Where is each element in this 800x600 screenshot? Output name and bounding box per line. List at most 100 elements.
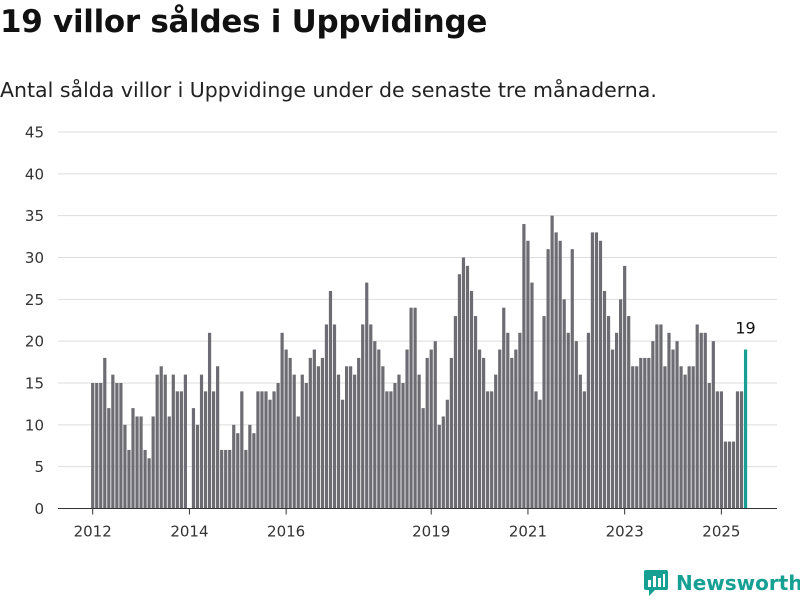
bar bbox=[385, 391, 389, 509]
bar bbox=[119, 383, 123, 509]
bar bbox=[280, 332, 284, 509]
bar bbox=[332, 324, 337, 509]
bar bbox=[703, 332, 707, 509]
bar bbox=[236, 433, 240, 509]
bar bbox=[284, 349, 288, 509]
bar bbox=[671, 349, 675, 509]
bar bbox=[695, 324, 699, 509]
chart-subtitle: Antal sålda villor i Uppvidinge under de… bbox=[0, 78, 657, 102]
bar bbox=[244, 449, 248, 509]
bar bbox=[699, 332, 703, 509]
bar-latest bbox=[743, 349, 748, 509]
bar bbox=[433, 341, 437, 509]
bar bbox=[139, 416, 143, 509]
bar bbox=[647, 357, 651, 509]
bar bbox=[437, 424, 441, 509]
bar bbox=[558, 240, 562, 509]
bar bbox=[324, 324, 329, 509]
bar bbox=[232, 424, 236, 509]
y-tick-label: 0 bbox=[34, 500, 44, 518]
bar bbox=[336, 374, 341, 509]
bar bbox=[95, 383, 99, 509]
bar bbox=[397, 374, 401, 509]
bar bbox=[477, 349, 482, 509]
bar bbox=[546, 249, 550, 509]
bar bbox=[441, 416, 445, 509]
x-tick-label: 2021 bbox=[509, 523, 547, 541]
bar bbox=[494, 374, 498, 509]
bar bbox=[667, 332, 671, 509]
bar bbox=[590, 232, 595, 509]
bar bbox=[167, 416, 171, 509]
bar bbox=[659, 324, 663, 509]
bar bbox=[687, 366, 691, 509]
bar bbox=[610, 349, 615, 509]
bar bbox=[522, 224, 526, 509]
bar bbox=[308, 357, 312, 509]
bar bbox=[349, 366, 353, 509]
last-value-label: 19 bbox=[735, 319, 755, 338]
bar bbox=[554, 232, 558, 509]
y-tick-label: 5 bbox=[34, 458, 44, 476]
bar bbox=[727, 441, 732, 509]
x-tick-label: 2016 bbox=[267, 523, 305, 541]
x-tick-label: 2025 bbox=[702, 523, 740, 541]
bar bbox=[377, 349, 381, 509]
bar bbox=[619, 299, 623, 509]
bar bbox=[183, 374, 187, 509]
bar bbox=[461, 257, 466, 509]
brand-logo: Newsworthy bbox=[644, 570, 800, 596]
bar bbox=[361, 324, 365, 509]
bar bbox=[473, 316, 478, 509]
bar bbox=[643, 357, 647, 509]
bar bbox=[562, 299, 566, 509]
bar bbox=[409, 307, 413, 509]
bar bbox=[635, 366, 639, 509]
bar bbox=[421, 408, 425, 509]
bar bbox=[401, 383, 405, 509]
bar bbox=[711, 341, 715, 509]
bar bbox=[389, 391, 393, 509]
y-tick-label: 10 bbox=[25, 416, 44, 434]
bar bbox=[296, 416, 300, 509]
newsworthy-chart-logo-icon bbox=[644, 570, 668, 596]
bar bbox=[465, 265, 470, 509]
bar bbox=[312, 349, 316, 509]
bar bbox=[260, 391, 264, 509]
bar bbox=[107, 408, 111, 509]
bar bbox=[159, 366, 163, 509]
bar bbox=[445, 399, 449, 509]
bars-layer bbox=[91, 215, 748, 509]
bar bbox=[457, 274, 462, 509]
bar bbox=[506, 332, 510, 509]
bar bbox=[151, 416, 155, 509]
y-tick-label: 20 bbox=[25, 333, 44, 351]
bar bbox=[425, 357, 429, 509]
x-axis-ticks: 2012 2014 2016 2019 2021 2023 2025 bbox=[74, 508, 740, 541]
bar bbox=[731, 441, 736, 509]
bar bbox=[256, 391, 260, 509]
bar bbox=[272, 391, 276, 509]
bar bbox=[449, 357, 453, 509]
bar bbox=[691, 366, 695, 509]
bar bbox=[393, 383, 397, 509]
chart-title: 19 villor såldes i Uppvidinge bbox=[0, 4, 488, 40]
bar bbox=[199, 374, 204, 509]
bar bbox=[292, 374, 296, 509]
bar bbox=[228, 449, 232, 509]
bar bbox=[171, 374, 175, 509]
bar bbox=[429, 349, 433, 509]
bar bbox=[542, 316, 546, 509]
bar bbox=[739, 391, 744, 509]
y-axis-ticks: 0 5 10 15 20 25 30 35 40 45 bbox=[25, 124, 44, 519]
bar bbox=[627, 316, 631, 509]
bar bbox=[240, 391, 244, 509]
bar bbox=[679, 366, 683, 509]
bar bbox=[131, 408, 135, 509]
bar bbox=[623, 265, 627, 509]
bar bbox=[719, 391, 723, 509]
bar bbox=[534, 391, 538, 509]
bar bbox=[566, 332, 570, 509]
bar bbox=[99, 383, 103, 509]
